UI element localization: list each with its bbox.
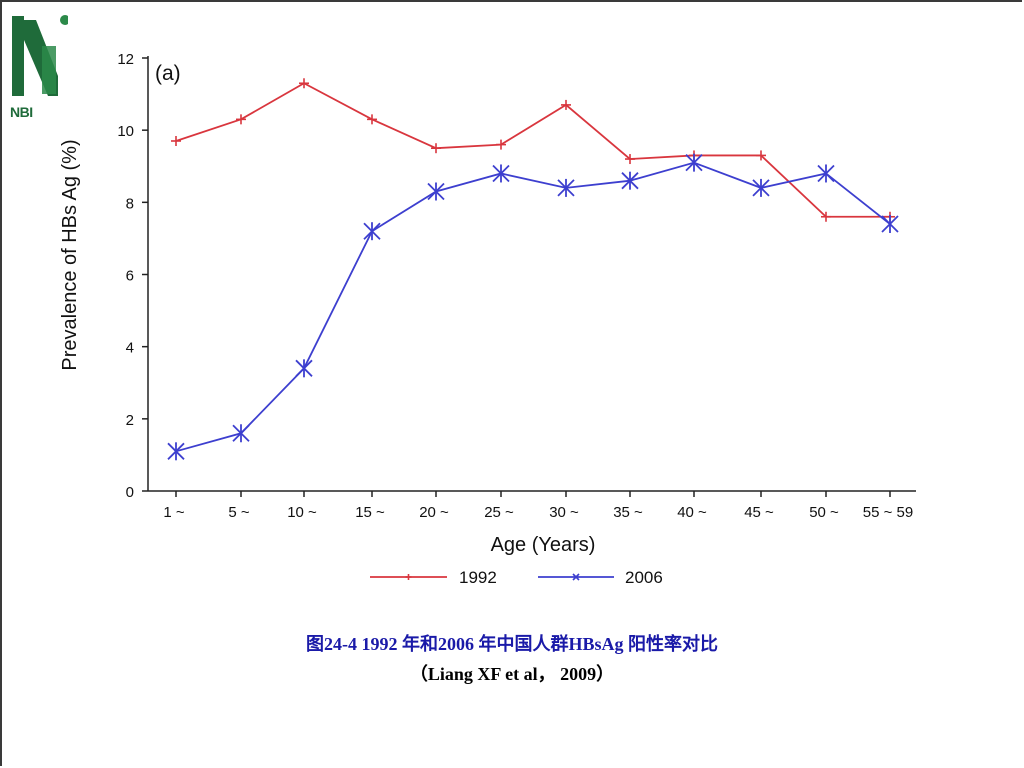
x-tick-label: 30 ~ bbox=[549, 504, 579, 521]
data-point-1992 bbox=[236, 114, 246, 125]
y-tick-label: 12 bbox=[117, 51, 134, 68]
data-point-2006 bbox=[167, 442, 185, 461]
series-line-2006 bbox=[175, 161, 891, 453]
y-tick-label: 0 bbox=[126, 484, 134, 501]
data-point-2006 bbox=[752, 178, 770, 197]
x-tick-label: 50 ~ bbox=[809, 504, 839, 521]
legend-label: 2006 bbox=[625, 568, 663, 587]
data-point-1992 bbox=[431, 143, 441, 154]
y-tick-labels: 0 2 4 6 8 10 12 bbox=[117, 51, 134, 501]
panel-label: (a) bbox=[155, 62, 181, 85]
data-point-1992 bbox=[625, 154, 635, 165]
x-tick-label: 1 ~ bbox=[163, 504, 185, 521]
data-point-1992 bbox=[821, 211, 831, 222]
x-tick-label: 40 ~ bbox=[677, 504, 707, 521]
y-tick-label: 6 bbox=[126, 268, 134, 285]
data-point-2006 bbox=[817, 164, 835, 183]
y-tick-label: 10 bbox=[117, 123, 134, 140]
x-tick-label: 10 ~ bbox=[287, 504, 317, 521]
series-1992 bbox=[171, 78, 895, 222]
data-point-2006 bbox=[557, 178, 575, 197]
x-tick-label: 20 ~ bbox=[419, 504, 449, 521]
x-tick-label: 35 ~ bbox=[613, 504, 643, 521]
series-line-1992 bbox=[175, 82, 890, 218]
legend-item-2006: 2006 bbox=[538, 568, 663, 587]
data-point-1992 bbox=[496, 139, 506, 150]
x-tick-label: 45 ~ bbox=[744, 504, 774, 521]
legend-label: 1992 bbox=[459, 568, 497, 587]
logo-text: NBI bbox=[10, 104, 33, 120]
caption-title: 图24-4 1992 年和2006 年中国人群HBsAg 阳性率对比 bbox=[305, 634, 718, 654]
y-tick-label: 8 bbox=[126, 195, 134, 212]
series-layer bbox=[167, 78, 899, 461]
caption-citation: （Liang XF et al， 2009） bbox=[409, 664, 615, 684]
prevalence-chart: 0 2 4 6 8 10 12 1 ~ 5 ~ 10 ~ 15 ~ 20 ~ 25 ~ 30 ~ 35 ~… bbox=[59, 51, 916, 587]
x-tick-label: 15 ~ bbox=[355, 504, 385, 521]
data-point-2006 bbox=[295, 359, 313, 378]
series-2006 bbox=[167, 153, 899, 461]
x-tick-label: 25 ~ bbox=[484, 504, 514, 521]
x-tick-label: 55 ~ 59 bbox=[863, 504, 913, 521]
data-point-2006 bbox=[492, 164, 510, 183]
x-axis-title: Age (Years) bbox=[491, 534, 596, 556]
x-tick-labels: 1 ~ 5 ~ 10 ~ 15 ~ 20 ~ 25 ~ 30 ~ 35 ~ 40 ~ 45 ~ 50… bbox=[163, 504, 913, 521]
data-point-1992 bbox=[756, 150, 766, 161]
data-point-2006 bbox=[621, 171, 639, 190]
data-point-2006 bbox=[363, 222, 381, 241]
data-point-1992 bbox=[561, 99, 571, 110]
data-point-1992 bbox=[171, 135, 181, 146]
data-point-1992 bbox=[299, 78, 309, 89]
chart-axes bbox=[142, 56, 916, 497]
legend-item-1992: 1992 bbox=[370, 568, 497, 587]
data-point-2006 bbox=[427, 182, 445, 201]
y-axis-title: Prevalence of HBs Ag (%) bbox=[59, 139, 81, 370]
y-tick-label: 4 bbox=[126, 340, 134, 357]
legend: 1992 2006 bbox=[370, 568, 663, 587]
y-tick-label: 2 bbox=[126, 412, 134, 429]
data-point-1992 bbox=[367, 114, 377, 125]
x-tick-label: 5 ~ bbox=[228, 504, 250, 521]
nbi-logo bbox=[12, 15, 68, 96]
data-point-2006 bbox=[881, 214, 899, 233]
data-point-2006 bbox=[232, 424, 250, 443]
data-point-2006 bbox=[685, 153, 703, 172]
figure-caption: 图24-4 1992 年和2006 年中国人群HBsAg 阳性率对比 （Lian… bbox=[0, 629, 1024, 689]
